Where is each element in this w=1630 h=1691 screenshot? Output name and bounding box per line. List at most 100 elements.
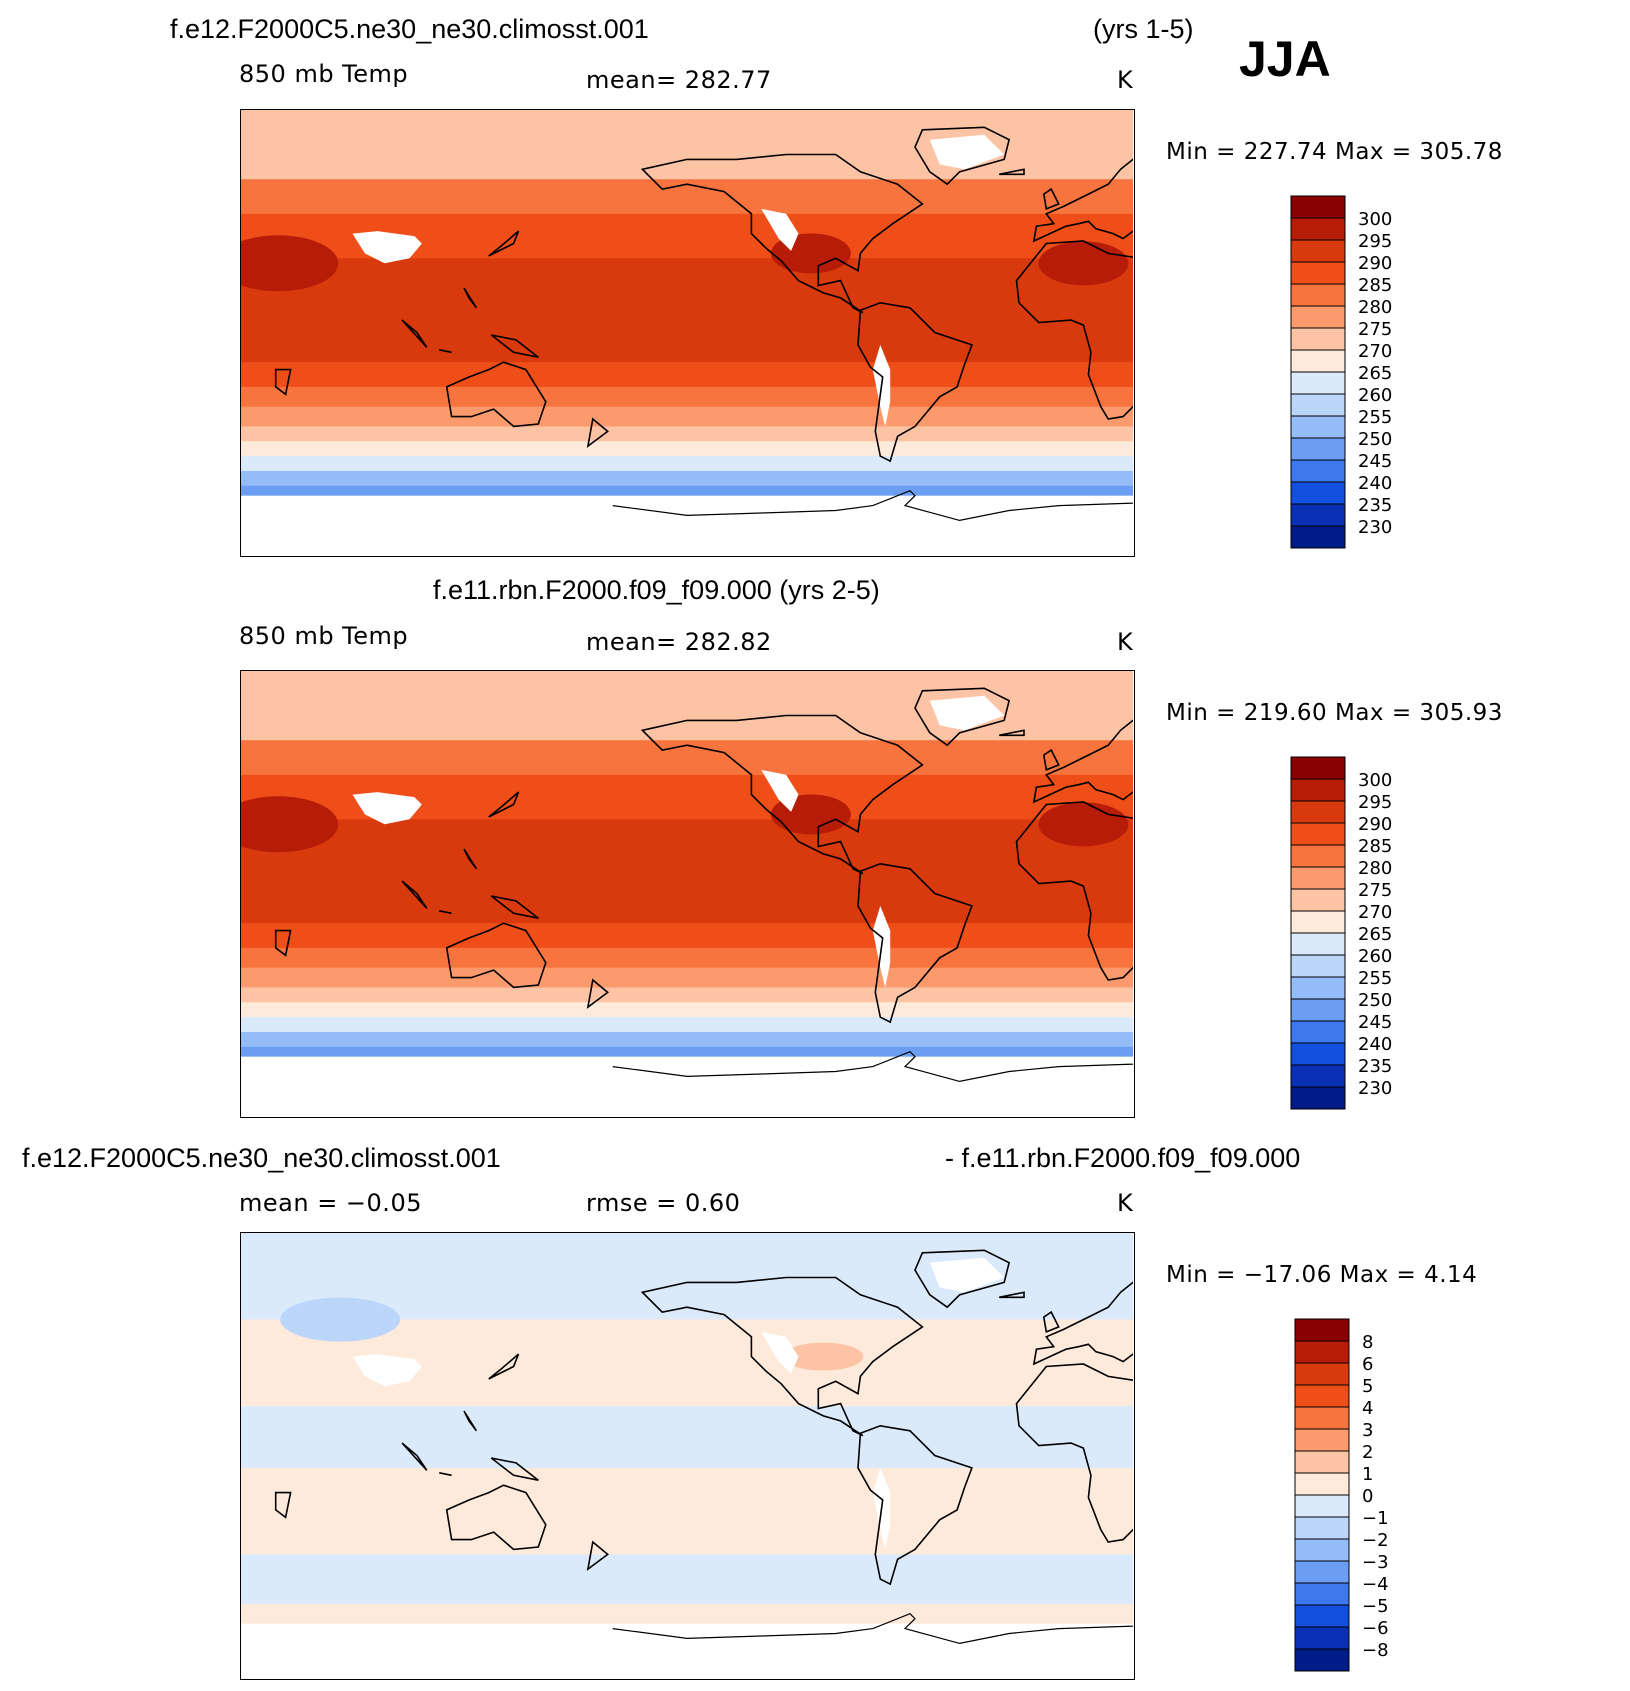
colorbar-tick-label: 2 (1362, 1442, 1373, 1463)
colorbar-swatch (1294, 1340, 1350, 1364)
panel1-minmax-label: Min = 227.74 Max = 305.78 (1166, 139, 1503, 165)
colorbar-swatch (1290, 756, 1346, 780)
colorbar-tick-label: 255 (1358, 968, 1392, 989)
colorbar-swatch (1290, 459, 1346, 483)
colorbar-tick-label: 265 (1358, 363, 1392, 384)
colorbar-tick-label: 8 (1362, 1332, 1373, 1353)
colorbar-swatch (1294, 1648, 1350, 1672)
colorbar-tick-label: −8 (1362, 1640, 1389, 1661)
colorbar-tick-label: 230 (1358, 1078, 1392, 1099)
colorbar-swatch (1290, 305, 1346, 329)
colorbar-swatch (1290, 800, 1346, 824)
colorbar-swatch (1294, 1560, 1350, 1584)
colorbar-tick-label: 4 (1362, 1398, 1373, 1419)
colorbar-swatch (1294, 1450, 1350, 1474)
colorbar-swatch (1290, 195, 1346, 219)
panel3-rmse-label: rmse = 0.60 (586, 1189, 741, 1217)
colorbar-tick-label: −2 (1362, 1530, 1389, 1551)
colorbar-swatch (1290, 1042, 1346, 1066)
colorbar-swatch (1290, 393, 1346, 417)
panel3-case-title: f.e12.F2000C5.ne30_ne30.climosst.001 (22, 1143, 501, 1173)
colorbar-tick-label: −6 (1362, 1618, 1389, 1639)
colorbar-swatch (1290, 998, 1346, 1022)
colorbar-swatch (1294, 1516, 1350, 1540)
colorbar-swatch (1290, 888, 1346, 912)
colorbar-swatch (1290, 778, 1346, 802)
colorbar-tick-label: 290 (1358, 814, 1392, 835)
panel2-case-title: f.e11.rbn.F2000.f09_f09.000 (yrs 2-5) (433, 575, 880, 605)
colorbar-tick-label: 6 (1362, 1354, 1373, 1375)
colorbar-swatch (1294, 1362, 1350, 1386)
panel2-units-label: K (1117, 628, 1134, 656)
colorbar-swatch (1294, 1626, 1350, 1650)
colorbar-swatch (1294, 1604, 1350, 1628)
colorbar-tick-label: 245 (1358, 451, 1392, 472)
colorbar-swatch (1290, 866, 1346, 890)
colorbar-swatch (1294, 1472, 1350, 1496)
colorbar-swatch (1294, 1582, 1350, 1606)
colorbar-tick-label: 240 (1358, 473, 1392, 494)
season-label: JJA (1239, 31, 1331, 87)
colorbar-swatch (1290, 844, 1346, 868)
colorbar-swatch (1290, 283, 1346, 307)
panel1-mean-label: mean= 282.77 (586, 66, 772, 94)
panel2-map (240, 670, 1135, 1118)
colorbar-tick-label: 1 (1362, 1464, 1373, 1485)
colorbar-swatch (1290, 976, 1346, 1000)
panel2-variable-label: 850 mb Temp (239, 622, 409, 650)
colorbar-tick-label: 280 (1358, 297, 1392, 318)
panel3-units-label: K (1117, 1189, 1134, 1217)
colorbar-swatch (1290, 217, 1346, 241)
colorbar-tick-label: 245 (1358, 1012, 1392, 1033)
panel1-colorbar: 300 295 290 285 280 275 270 265 260 255 250 245 240 2… (1290, 195, 1430, 549)
colorbar-tick-label: 295 (1358, 792, 1392, 813)
colorbar-tick-label: 285 (1358, 836, 1392, 857)
colorbar-tick-label: 250 (1358, 990, 1392, 1011)
colorbar-swatch (1290, 371, 1346, 395)
panel1-units-label: K (1117, 66, 1134, 94)
colorbar-tick-label: 235 (1358, 1056, 1392, 1077)
colorbar-tick-label: −4 (1362, 1574, 1389, 1595)
colorbar-tick-label: 275 (1358, 880, 1392, 901)
colorbar-swatch (1294, 1494, 1350, 1518)
colorbar-tick-label: 260 (1358, 946, 1392, 967)
colorbar-swatch (1290, 1086, 1346, 1110)
colorbar-tick-label: 290 (1358, 253, 1392, 274)
panel2-colorbar: 300 295 290 285 280 275 270 265 260 255 250 245 240 2… (1290, 756, 1430, 1110)
colorbar-tick-label: 265 (1358, 924, 1392, 945)
colorbar-swatch (1294, 1384, 1350, 1408)
colorbar-tick-label: 5 (1362, 1376, 1373, 1397)
colorbar-tick-label: −5 (1362, 1596, 1389, 1617)
colorbar-tick-label: 0 (1362, 1486, 1373, 1507)
colorbar-swatch (1290, 481, 1346, 505)
panel1-variable-label: 850 mb Temp (239, 60, 409, 88)
colorbar-swatch (1290, 910, 1346, 934)
colorbar-tick-label: 250 (1358, 429, 1392, 450)
colorbar-tick-label: 295 (1358, 231, 1392, 252)
colorbar-tick-label: 240 (1358, 1034, 1392, 1055)
colorbar-swatch (1290, 239, 1346, 263)
colorbar-swatch (1294, 1318, 1350, 1342)
panel1-years-label: (yrs 1-5) (1093, 14, 1194, 44)
colorbar-swatch (1290, 261, 1346, 285)
colorbar-tick-label: 285 (1358, 275, 1392, 296)
panel1-case-title: f.e12.F2000C5.ne30_ne30.climosst.001 (170, 14, 649, 44)
panel3-map (240, 1232, 1135, 1680)
colorbar-swatch (1290, 822, 1346, 846)
colorbar-tick-label: 270 (1358, 902, 1392, 923)
colorbar-swatch (1290, 932, 1346, 956)
colorbar-tick-label: −1 (1362, 1508, 1389, 1529)
colorbar-tick-label: 275 (1358, 319, 1392, 340)
colorbar-swatch (1290, 1064, 1346, 1088)
colorbar-swatch (1290, 1020, 1346, 1044)
colorbar-tick-label: 3 (1362, 1420, 1373, 1441)
colorbar-swatch (1290, 327, 1346, 351)
colorbar-swatch (1290, 349, 1346, 373)
panel3-mean-label: mean = −0.05 (239, 1189, 422, 1217)
colorbar-swatch (1294, 1406, 1350, 1430)
colorbar-tick-label: 280 (1358, 858, 1392, 879)
colorbar-tick-label: −3 (1362, 1552, 1389, 1573)
panel3-minus-case-title: - f.e11.rbn.F2000.f09_f09.000 (945, 1143, 1301, 1173)
colorbar-swatch (1290, 525, 1346, 549)
colorbar-tick-label: 235 (1358, 495, 1392, 516)
